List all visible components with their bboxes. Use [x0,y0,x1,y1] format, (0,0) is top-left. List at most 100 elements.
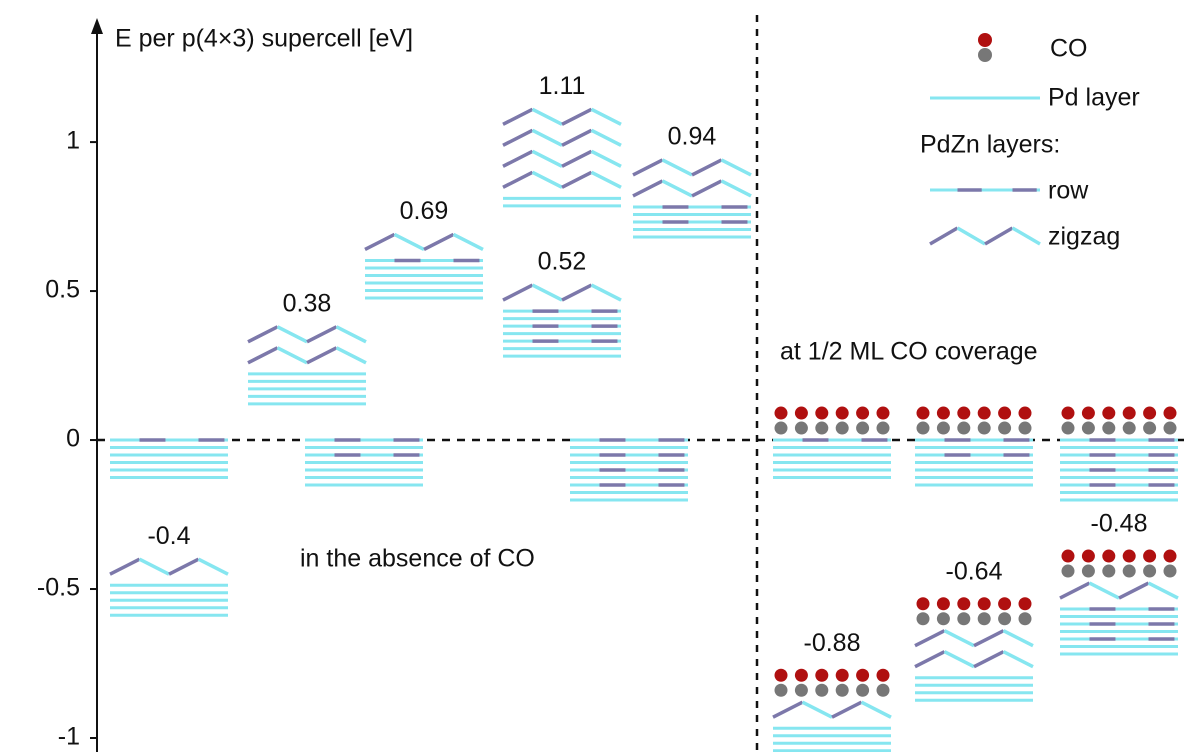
co-carbon [916,421,930,435]
zigzag-segment [720,158,752,177]
reference-structure [570,438,688,502]
legend: CO Pd layer PdZn layers: row zigzag [920,33,1140,251]
zigzag-segment [590,170,622,189]
co-carbon [794,683,808,697]
zigzag-segment [561,170,593,189]
co-carbon [1018,421,1032,435]
co-oxygen [774,668,788,682]
y-tick-label: -0.5 [37,574,80,602]
zigzag-segment [590,107,622,126]
energy-label: 0.94 [668,123,717,151]
zigzag-segment [561,128,593,147]
co-oxygen [1102,549,1116,563]
zigzag-segment [984,226,1014,246]
structure [914,597,1034,702]
energy-label: 0.69 [400,197,449,225]
co-carbon [936,421,950,435]
co-carbon [1081,421,1095,435]
zigzag-segment [661,179,693,198]
zigzag-segment [247,346,279,365]
zigzag-segment [973,629,1005,648]
energy-label: 0.52 [538,248,587,276]
zigzag-segment [590,128,622,147]
co-oxygen [815,406,829,420]
y-tick-label: -1 [58,723,80,751]
co-carbon [856,683,870,697]
co-oxygen [998,406,1012,420]
zigzag-segment [531,128,563,147]
co-oxygen [1122,549,1136,563]
zigzag-segment [452,232,484,252]
co-oxygen [936,597,950,611]
series-label: at 1/2 ML CO coverage [780,338,1038,366]
zigzag-segment [943,650,975,669]
co-carbon [1061,564,1075,578]
co-oxygen [957,597,971,611]
zigzag-segment [197,557,229,576]
co-oxygen [1018,597,1032,611]
co-carbon [1163,564,1177,578]
y-axis-label: E per p(4×3) supercell [eV] [115,25,413,53]
co-carbon [1061,421,1075,435]
reference-structure [305,438,423,487]
co-carbon [1081,564,1095,578]
zigzag-segment [138,557,170,576]
co-carbon [1122,421,1136,435]
co-carbon [998,612,1012,626]
zigzag-segment [1002,650,1034,669]
co-oxygen [1018,406,1032,420]
co-oxygen [936,406,950,420]
zigzag-segment [502,149,534,168]
co-oxygen [1081,549,1095,563]
co-oxygen [774,406,788,420]
co-oxygen [1061,406,1075,420]
zigzag-segment [531,149,563,168]
co-oxygen [998,597,1012,611]
co-carbon [1102,421,1116,435]
zigzag-segment [1059,581,1091,600]
co-oxygen [977,406,991,420]
zigzag-segment [661,158,693,177]
zigzag-segment [109,557,141,576]
zigzag-segment [831,700,863,719]
zigzag-segment [943,629,975,648]
y-axis-arrow [91,18,103,34]
co-carbon [815,421,829,435]
zigzag-segment [306,346,338,365]
zigzag-segment [1118,581,1150,600]
co-carbon [1102,564,1116,578]
co-carbon [876,683,890,697]
zigzag-segment [306,325,338,344]
co-oxygen [957,406,971,420]
zigzag-segment [929,226,959,246]
zigzag-segment [335,325,367,344]
co-carbon [916,612,930,626]
reference-structure [773,406,891,480]
co-carbon [876,421,890,435]
zigzag-segment [335,346,367,365]
co-oxygen [1143,406,1157,420]
co-oxygen [1163,549,1177,563]
co-carbon [835,421,849,435]
zigzag-segment [502,128,534,147]
zigzag-segment [423,232,455,252]
co-carbon [794,421,808,435]
structure [502,107,622,208]
co-carbon [1143,564,1157,578]
energy-label: -0.4 [147,522,190,550]
co-oxygen [916,406,930,420]
zigzag-segment [801,700,833,719]
structure [1059,549,1179,656]
legend-label: zigzag [1048,223,1120,251]
legend-label: PdZn layers: [920,131,1060,159]
co-carbon [977,612,991,626]
co-oxygen [815,668,829,682]
zigzag-segment [168,557,200,576]
zigzag-segment [561,149,593,168]
structure [109,557,229,617]
zigzag-segment [393,232,425,252]
co-oxygen [876,406,890,420]
co-carbon [856,421,870,435]
co-oxygen [1122,406,1136,420]
series-label: in the absence of CO [300,545,535,573]
